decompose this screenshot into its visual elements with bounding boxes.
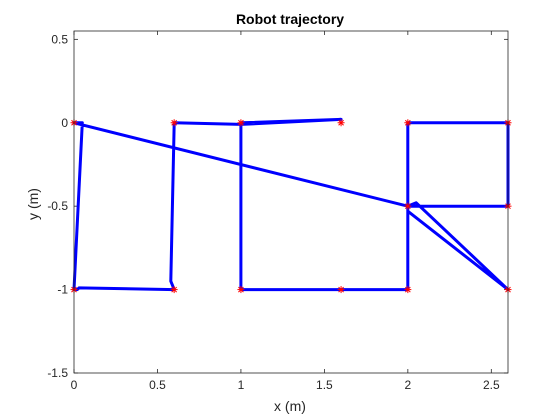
waypoint-marker [237, 286, 245, 294]
x-tick-label: 0 [71, 378, 78, 392]
y-tick-label: -0.5 [47, 199, 68, 213]
trajectory-line [72, 117, 510, 292]
waypoint-marker [170, 286, 178, 294]
waypoint-marker [337, 119, 345, 127]
y-tick-label: -1.5 [47, 366, 68, 380]
x-tick-label: 2 [405, 378, 412, 392]
waypoint-marker [404, 286, 412, 294]
waypoint-marker [170, 119, 178, 127]
chart-title: Robot trajectory [236, 11, 344, 27]
y-tick-label: -1 [57, 283, 68, 297]
x-tick-label: 0.5 [149, 378, 166, 392]
waypoint-marker [237, 119, 245, 127]
x-tick-label: 2.5 [483, 378, 500, 392]
y-tick-label: 0 [61, 116, 68, 130]
x-tick-label: 1 [238, 378, 245, 392]
waypoint-marker [404, 119, 412, 127]
plot-frame [73, 30, 509, 374]
waypoint-marker [337, 286, 345, 294]
x-tick-label: 1.5 [316, 378, 333, 392]
y-tick-label: 0.5 [51, 32, 68, 46]
waypoint-marker [404, 202, 412, 210]
y-axis-label: y (m) [25, 188, 41, 220]
x-axis-label: x (m) [274, 398, 306, 414]
